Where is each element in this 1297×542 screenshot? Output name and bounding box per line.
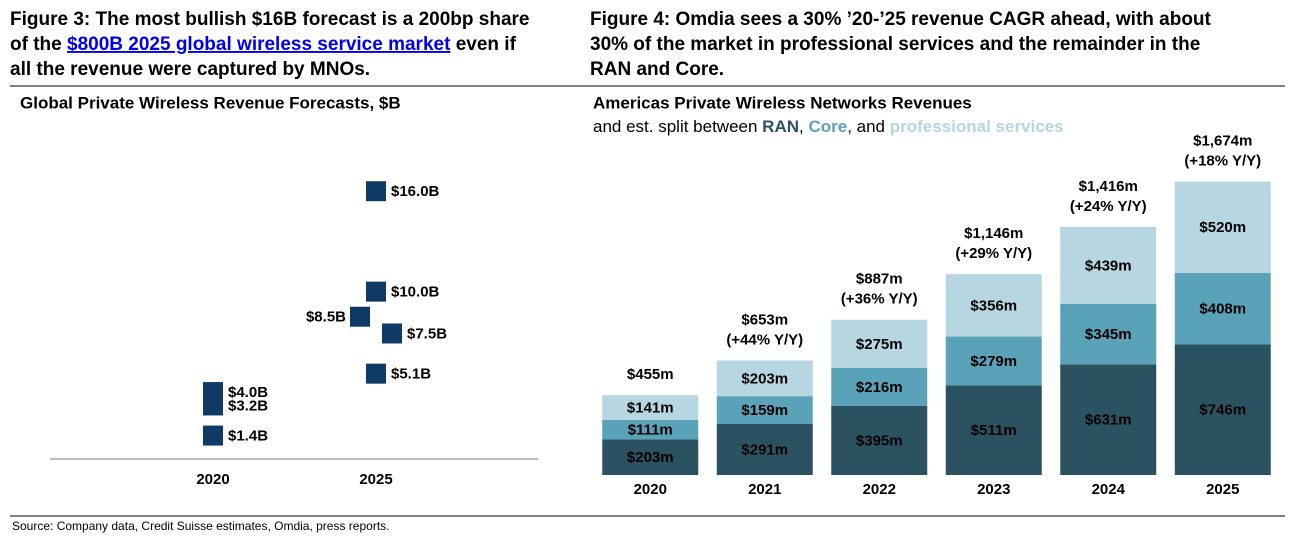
caption-line: RAN and Core. [590, 59, 724, 80]
caption-line: 30% of the market in professional servic… [590, 34, 1200, 55]
value-label: $203m [741, 370, 788, 387]
bar-segment [945, 336, 1042, 386]
bar-segment [602, 419, 699, 440]
chart-title: Global Private Wireless Revenue Forecast… [20, 93, 401, 112]
value-label: $631m [1085, 412, 1132, 429]
dot [203, 395, 223, 416]
growth-label: (+44% Y/Y) [726, 332, 803, 349]
value-label: $345m [1085, 326, 1132, 343]
bar-segment [1174, 272, 1271, 345]
bar-segment [716, 396, 813, 424]
x-tick-label: 2024 [1092, 481, 1126, 498]
subtitle-text: , and [847, 117, 890, 136]
value-label: $279m [970, 353, 1017, 370]
bar-segment [1060, 303, 1157, 365]
caption-line: all the revenue were captured by MNOs. [10, 59, 370, 80]
value-label: $10.0B [391, 284, 440, 301]
value-label: $291m [741, 441, 788, 458]
dot [366, 363, 386, 384]
x-tick-label: 2025 [359, 471, 392, 488]
value-label: $141m [627, 400, 674, 417]
value-label: $216m [856, 379, 903, 396]
x-tick-label: 2025 [1206, 481, 1239, 498]
total-label: $653m [741, 312, 788, 329]
chart-subtitle: and est. split between RAN, Core, and pr… [593, 117, 1064, 136]
bar-segment [716, 423, 813, 475]
value-label: $8.5B [306, 309, 346, 326]
total-label: $1,146m [964, 225, 1023, 242]
growth-label: (+29% Y/Y) [955, 245, 1032, 262]
total-label: $1,416m [1079, 178, 1138, 195]
subtitle-text: and est. split between [593, 117, 762, 136]
value-label: $7.5B [407, 325, 447, 342]
value-label: $356m [970, 297, 1017, 314]
caption-line: Figure 3: The most bullish $16B forecast… [10, 9, 530, 30]
dot [382, 323, 402, 344]
source: Source: Company data, Credit Suisse esti… [12, 519, 390, 533]
chart-title: Americas Private Wireless Networks Reven… [593, 93, 972, 112]
dot [366, 281, 386, 302]
legend-entry: Core [808, 117, 847, 136]
caption-text: even if [450, 34, 516, 55]
bar-segment [831, 405, 928, 475]
caption-link[interactable]: $800B 2025 global wireless service marke… [67, 34, 451, 55]
bar-segment [602, 439, 699, 475]
legend-entry: RAN [762, 117, 799, 136]
value-label: $746m [1199, 402, 1246, 419]
value-label: $203m [627, 449, 674, 466]
x-tick-label: 2020 [634, 481, 667, 498]
bar-segment [945, 274, 1042, 337]
value-label: $1.4B [228, 428, 268, 445]
caption-text: of the [10, 34, 67, 55]
x-tick-label: 2020 [196, 471, 229, 488]
bar-segment [716, 360, 813, 397]
bar-segment [1060, 364, 1157, 475]
value-label: $395m [856, 432, 903, 449]
caption-line: Figure 4: Omdia sees a 30% ’20-’25 reven… [590, 9, 1212, 30]
bar-segment [1060, 227, 1157, 304]
value-label: $3.2B [228, 397, 268, 414]
growth-label: (+24% Y/Y) [1070, 198, 1147, 215]
legend-entry: professional services [890, 117, 1064, 136]
bar-segment [602, 395, 699, 420]
total-label: $455m [627, 366, 674, 383]
value-label: $159m [741, 402, 788, 419]
growth-label: (+36% Y/Y) [841, 291, 918, 308]
dot [366, 181, 386, 202]
total-label: $1,674m [1193, 133, 1252, 150]
growth-label: (+18% Y/Y) [1184, 153, 1261, 170]
total-label: $887m [856, 271, 903, 288]
subtitle-text: , [799, 117, 808, 136]
bar-segment [831, 319, 928, 368]
bar-segment [831, 367, 928, 406]
dot [350, 306, 370, 327]
value-label: $408m [1199, 300, 1246, 317]
value-label: $511m [971, 422, 1017, 439]
bar-segment [1174, 181, 1271, 273]
value-label: $439m [1085, 257, 1132, 274]
bar-segment [945, 385, 1042, 475]
caption-line: of the $800B 2025 global wireless servic… [10, 34, 517, 55]
x-tick-label: 2022 [863, 481, 896, 498]
dot [203, 425, 223, 446]
value-label: $111m [628, 422, 673, 439]
value-label: $5.1B [391, 366, 431, 383]
x-tick-label: 2021 [748, 481, 781, 498]
value-label: $520m [1199, 219, 1246, 236]
value-label: $4.0B [228, 384, 268, 401]
x-tick-label: 2023 [977, 481, 1010, 498]
value-label: $275m [856, 336, 903, 353]
bar-segment [1174, 344, 1271, 475]
value-label: $16.0B [391, 183, 440, 200]
